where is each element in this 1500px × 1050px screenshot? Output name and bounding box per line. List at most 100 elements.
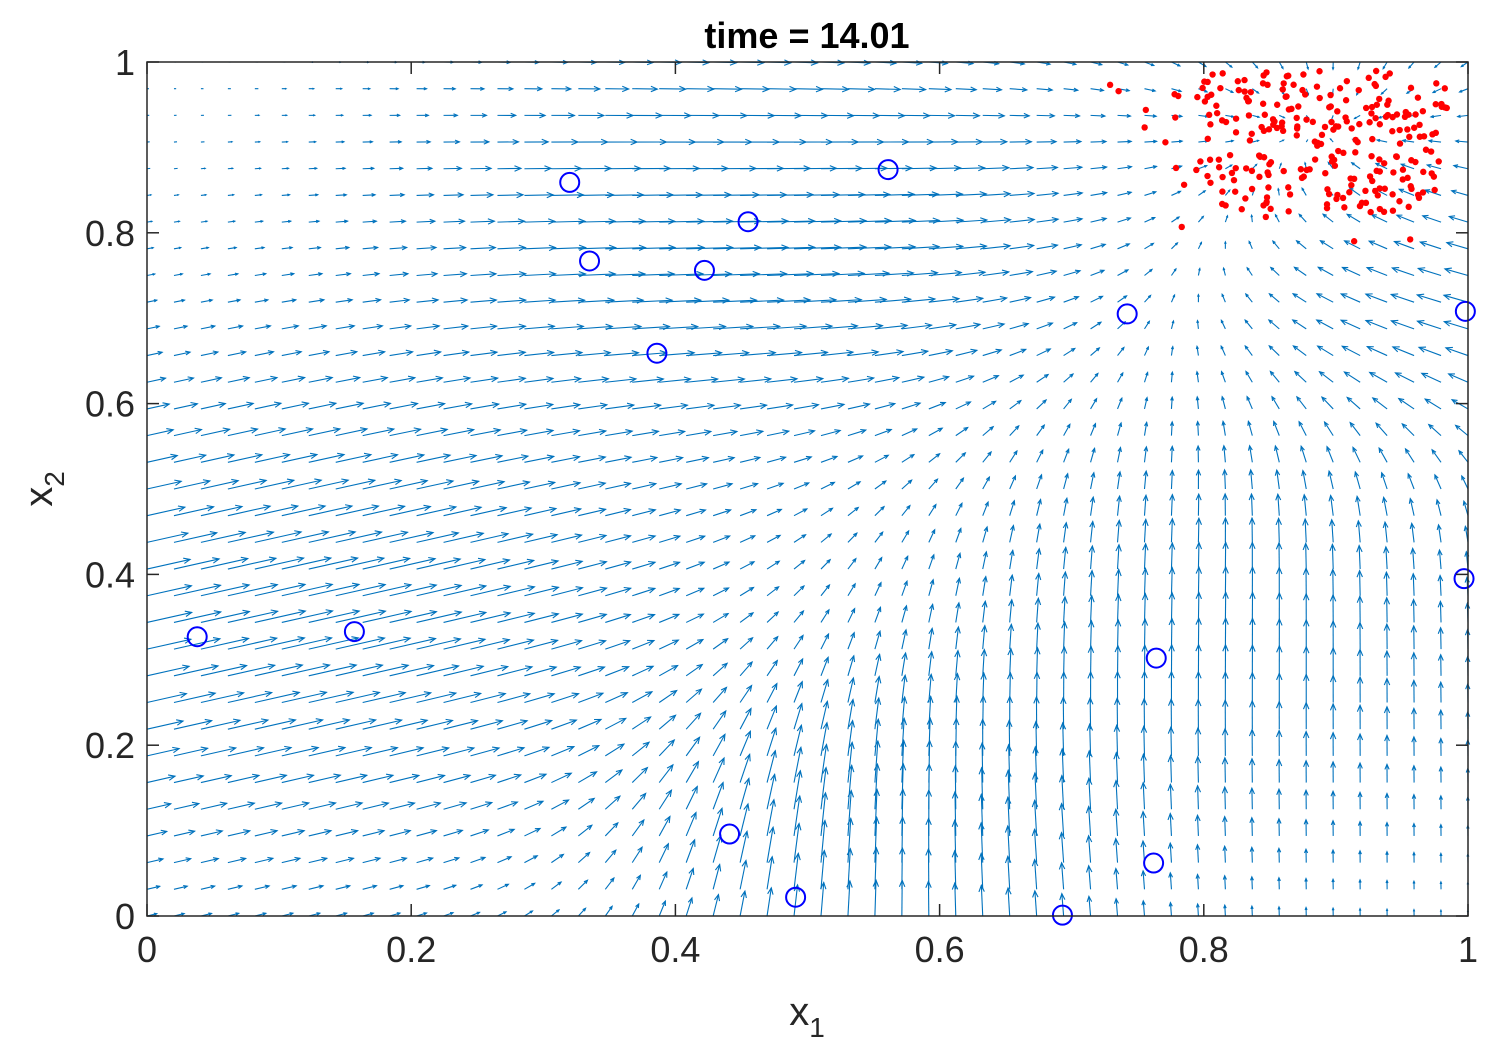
particle-point [1438, 103, 1445, 110]
quiver-arrow [1357, 732, 1364, 756]
quiver-arrow [362, 718, 404, 730]
quiver-arrow [1167, 812, 1174, 836]
quiver-arrow [951, 790, 959, 836]
quiver-arrow [524, 297, 557, 304]
particle-point [1408, 157, 1415, 164]
quiver-arrow [1063, 322, 1078, 330]
quiver-arrow [470, 479, 506, 490]
quiver-arrow [605, 560, 633, 570]
quiver-arrow [874, 375, 901, 383]
quiver-arrow [955, 269, 987, 277]
quiver-arrow [1356, 544, 1363, 570]
particle-point [1204, 93, 1211, 101]
quiver-arrow [497, 585, 536, 597]
quiver-arrow [1169, 469, 1175, 490]
quiver-arrow [1356, 569, 1363, 596]
quiver-arrow [874, 605, 882, 623]
quiver-arrow [308, 801, 337, 810]
quiver-field [146, 59, 1471, 917]
particle-point [1431, 186, 1438, 194]
quiver-arrow [1144, 294, 1152, 303]
quiver-arrow [497, 165, 523, 172]
quiver-arrow [686, 429, 713, 437]
particle-point [1382, 73, 1389, 81]
quiver-arrow [227, 272, 240, 277]
quiver-arrow [1221, 785, 1229, 810]
quiver-arrow [146, 584, 193, 597]
quiver-arrow [631, 766, 649, 783]
quiver-arrow [173, 246, 183, 250]
quiver-arrow [793, 794, 803, 837]
quiver-arrow [1113, 837, 1120, 863]
quiver-arrow [847, 455, 864, 463]
quiver-arrow [335, 745, 373, 757]
particle-point [1327, 91, 1334, 99]
quiver-arrow [978, 851, 985, 890]
quiver-arrow [335, 349, 359, 357]
quiver-arrow [389, 504, 432, 517]
quiver-arrow [551, 665, 582, 677]
quiver-arrow [1224, 189, 1231, 196]
quiver-arrow [659, 482, 683, 490]
quiver-arrow [1251, 61, 1259, 69]
particle-point [1399, 166, 1407, 173]
quiver-arrow [578, 824, 593, 837]
quiver-arrow [470, 349, 499, 357]
quiver-arrow [1245, 370, 1253, 383]
quiver-arrow [173, 583, 222, 597]
quiver-arrow [443, 479, 481, 490]
quiver-arrow [766, 508, 783, 517]
quiver-arrow [308, 773, 342, 784]
quiver-arrow [524, 800, 545, 810]
quiver-arrow [254, 582, 307, 597]
quiver-arrow [1220, 319, 1226, 330]
quiver-arrow [658, 639, 680, 650]
quiver-arrow [1117, 346, 1125, 356]
quiver-arrow [1279, 114, 1286, 119]
quiver-arrow [227, 193, 236, 197]
quiver-arrow [1036, 87, 1054, 93]
quiver-arrow [335, 663, 384, 677]
quiver-arrow [173, 746, 209, 757]
quiver-arrow [524, 428, 555, 437]
particle-point [1341, 204, 1348, 211]
quiver-arrow [362, 530, 409, 543]
quiver-arrow [632, 270, 676, 278]
quiver-arrow [281, 478, 323, 490]
quiver-arrow [173, 610, 223, 623]
quiver-arrow [146, 479, 183, 490]
quiver-arrow [1063, 113, 1081, 119]
quiver-arrow [955, 86, 978, 93]
quiver-arrow [1116, 470, 1122, 490]
particle-point [1219, 70, 1226, 77]
quiver-arrow [281, 690, 328, 704]
quiver-arrow [685, 760, 700, 783]
quiver-arrow [308, 167, 319, 170]
quiver-arrow [1385, 850, 1389, 863]
quiver-arrow [254, 272, 268, 277]
quiver-arrow [1090, 372, 1099, 383]
quiver-arrow [1167, 754, 1175, 783]
quiver-arrow [335, 452, 373, 463]
quiver-arrow [200, 829, 224, 837]
quiver-arrow [308, 745, 347, 757]
quiver-arrow [389, 245, 409, 251]
particle-point [1199, 84, 1206, 92]
quiver-arrow [497, 323, 527, 331]
quiver-arrow [470, 531, 510, 543]
quiver-arrow [578, 455, 607, 463]
particle-point [1371, 80, 1378, 88]
quiver-arrow [1115, 593, 1122, 623]
quiver-arrow [1198, 189, 1207, 196]
quiver-arrow [281, 609, 334, 623]
quiver-arrow [200, 609, 251, 623]
quiver-arrow [1244, 319, 1253, 330]
quiver-arrow [685, 638, 705, 650]
quiver-arrow [335, 193, 348, 197]
quiver-arrow [739, 889, 747, 917]
quiver-arrow [281, 193, 291, 197]
quiver-arrow [578, 613, 608, 623]
quiver-arrow [604, 876, 615, 890]
quiver-arrow [1009, 322, 1030, 330]
quiver-arrow [362, 401, 392, 410]
